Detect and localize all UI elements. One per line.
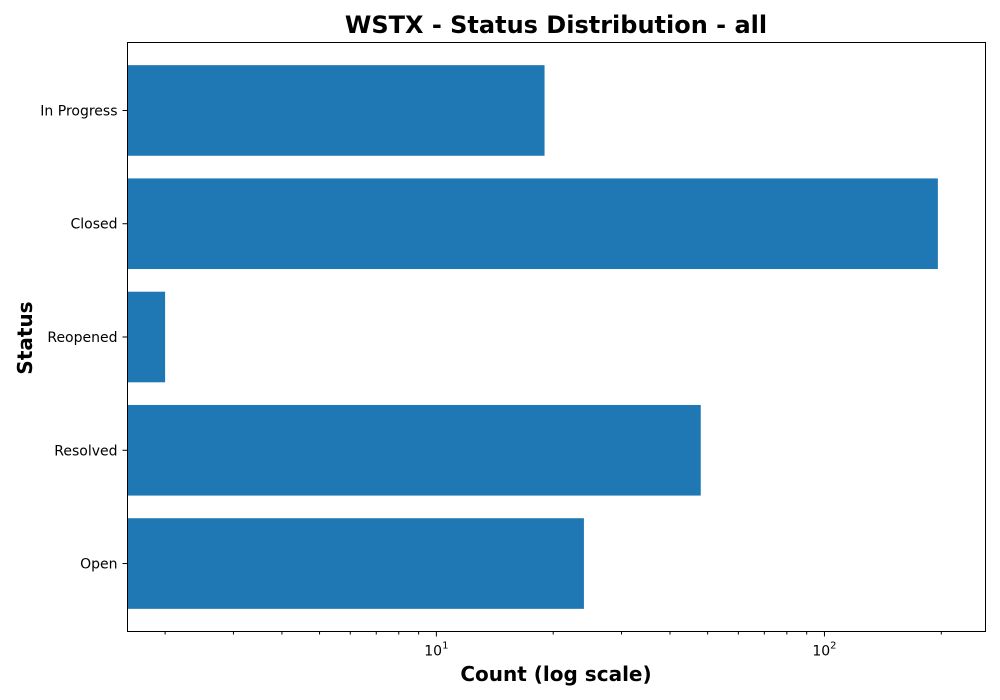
bars-group: [127, 65, 938, 609]
chart-title: WSTX - Status Distribution - all: [345, 11, 767, 39]
y-tick-label-in-progress: In Progress: [40, 103, 117, 119]
y-tick-label-resolved: Resolved: [54, 443, 117, 459]
bar-closed: [127, 178, 938, 270]
x-tick-label-10: 101: [424, 641, 448, 660]
y-axis-ticks: Open Resolved Reopened Closed In Progress: [40, 103, 128, 573]
y-tick-label-closed: Closed: [70, 217, 117, 233]
plot-frame: [127, 42, 986, 632]
x-axis-ticks: 101 102: [164, 631, 942, 660]
bar-in-progress: [127, 65, 545, 156]
x-axis-label: Count (log scale): [460, 662, 651, 686]
bar-open: [127, 518, 584, 609]
x-tick-label-100: 102: [812, 641, 836, 660]
bar-resolved: [127, 404, 701, 496]
y-tick-label-reopened: Reopened: [47, 330, 117, 346]
y-axis-label: Status: [13, 301, 37, 374]
y-tick-label-open: Open: [80, 557, 117, 573]
bar-reopened: [127, 291, 166, 383]
